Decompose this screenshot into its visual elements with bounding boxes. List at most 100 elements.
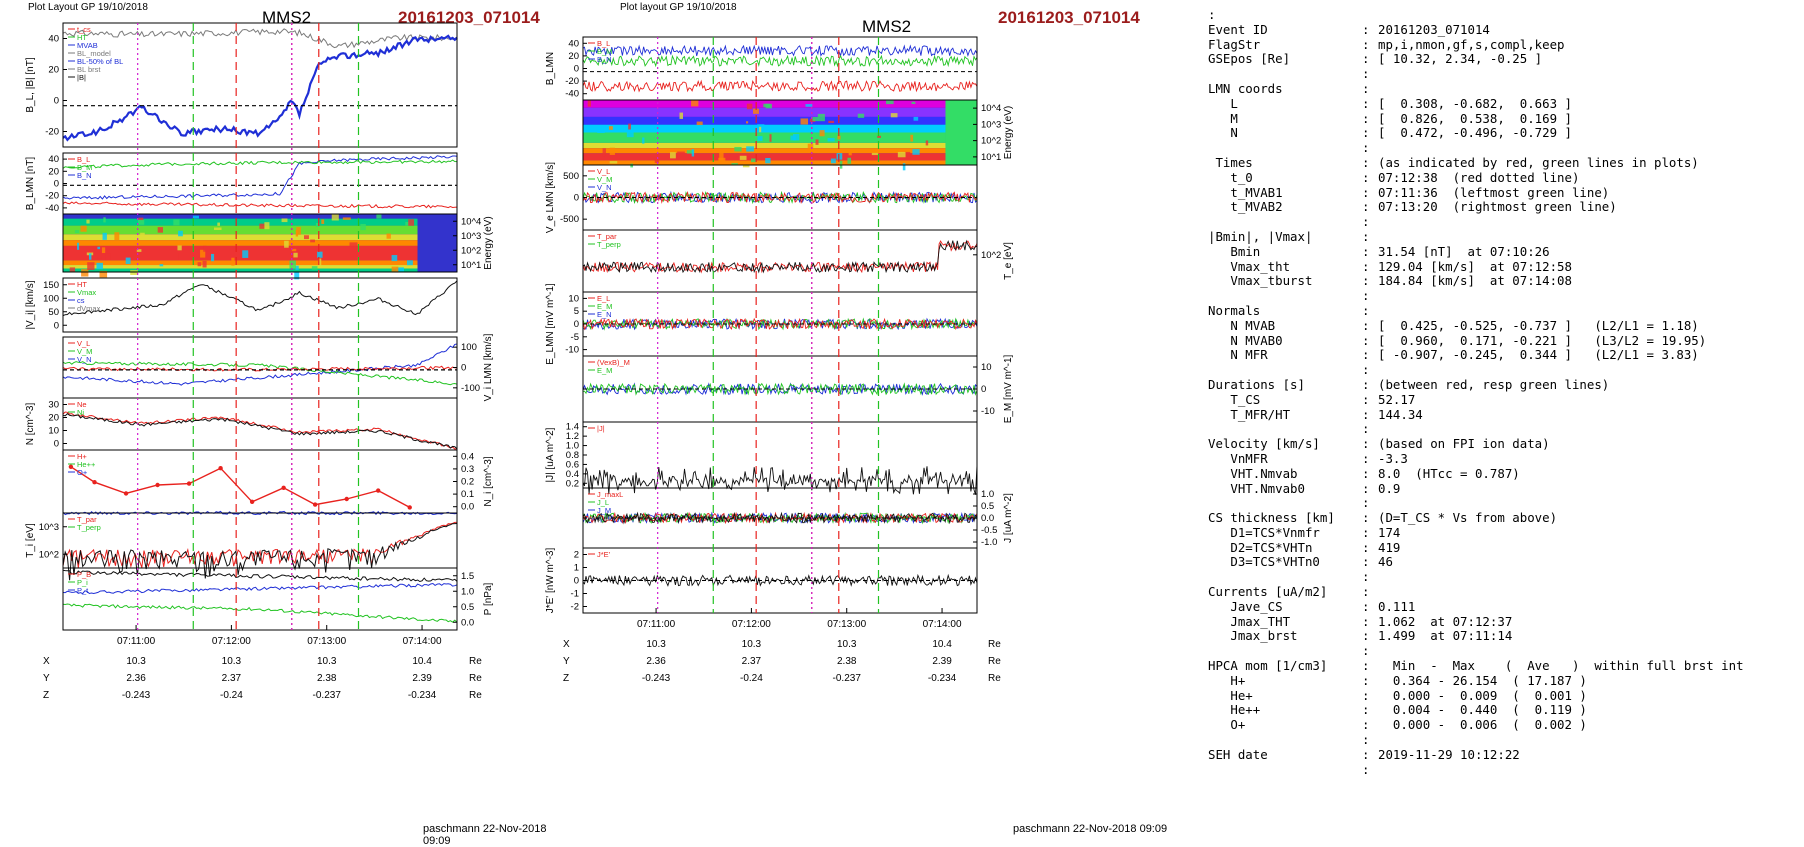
panel-1: 40 20 0-20 -40 B_LMN B_LB_MB_N <box>545 36 978 101</box>
heatmap-speck <box>264 222 270 230</box>
position-unit: Re <box>988 639 1001 650</box>
heatmap-speck <box>125 257 131 264</box>
legend-label: Ni <box>77 408 84 417</box>
panel-2: 10^4 10^3 10^2 10^1 Energy (eV) <box>582 99 1014 171</box>
info-separator: : <box>1362 228 1370 244</box>
y-tick-label: 10^4 <box>981 103 1001 114</box>
heatmap-speck <box>178 252 182 260</box>
info-separator: : <box>1362 554 1370 570</box>
heatmap-speck <box>101 247 106 254</box>
panel-frame <box>62 22 458 148</box>
legend-label: E_M <box>597 302 612 311</box>
info-line: N: [ 0.472, -0.496, -0.729 ] <box>1208 126 1798 141</box>
heatmap-speck <box>742 164 750 168</box>
heatmap-speck <box>718 157 726 164</box>
panel-7: 1.41.21.00.80.60.40.2 |J| [uA m^-2] |J| <box>545 421 978 495</box>
info-value: Min - Max ( Ave ) within full brst int <box>1378 658 1744 674</box>
info-key: N MFR <box>1208 348 1268 363</box>
heatmap-speck <box>284 240 289 248</box>
info-separator: : <box>1362 154 1370 170</box>
position-value: 10.3 <box>317 656 337 667</box>
heatmap-band <box>63 245 418 261</box>
info-key <box>1208 733 1362 748</box>
heatmap-speck <box>910 134 914 142</box>
info-key: GSEpos [Re] <box>1208 52 1291 67</box>
y-tick-label: 20 <box>48 413 59 424</box>
series-line <box>582 54 978 68</box>
heatmap-speck <box>679 112 684 119</box>
heatmap-speck <box>315 222 320 227</box>
info-key: Normals <box>1208 303 1261 318</box>
info-line: Vmax_tht:129.04 [km/s] at 07:12:58 <box>1208 258 1798 275</box>
info-line: M: [ 0.826, 0.538, 0.169 ] <box>1208 111 1798 127</box>
y-axis-label: B_LMN <box>545 52 556 85</box>
info-key: N MVAB <box>1208 318 1276 333</box>
info-line: Jmax_THT:1.062 at 07:12:37 <box>1208 613 1798 630</box>
info-value: [ 0.425, -0.525, -0.737 ] (L2/L1 = 1.18) <box>1378 317 1699 333</box>
info-value: [ 0.308, -0.682, 0.663 ] <box>1378 95 1572 111</box>
legend-label: P_B <box>77 570 91 579</box>
info-value: (D=T_CS * Vs from above) <box>1378 510 1558 526</box>
y-tick-label: 10^1 <box>461 260 481 271</box>
series-line <box>62 201 458 209</box>
heatmap-band <box>583 116 946 125</box>
legend-label: BL brst <box>77 65 101 74</box>
data-point <box>312 502 318 507</box>
heatmap-speck <box>815 139 819 145</box>
info-separator: : <box>1362 702 1370 718</box>
heatmap-speck <box>105 253 111 261</box>
info-separator: : <box>1362 495 1370 511</box>
info-value: 0.004 - 0.440 ( 0.119 ) <box>1378 702 1587 718</box>
heatmap-speck <box>103 217 106 223</box>
info-line: |Bmin|, |Vmax|: <box>1208 228 1798 245</box>
heatmap-speck <box>609 161 618 164</box>
legend-label: O+ <box>77 468 88 477</box>
heatmap-speck <box>376 214 382 219</box>
info-separator: : <box>1362 643 1370 659</box>
y-tick-label: -10 <box>981 406 995 417</box>
position-value: -0.237 <box>313 690 342 701</box>
legend-label: V_M <box>77 347 92 356</box>
info-line: : <box>1208 66 1798 82</box>
y-tick-label: -40 <box>565 89 579 100</box>
info-key <box>1208 763 1362 778</box>
y-tick-label: 10^3 <box>461 231 481 242</box>
y-axis-label: E_LMN [mV m^-1] <box>545 283 556 365</box>
info-line: FlagStr: mp,i,nmon,gf,s,compl,keep <box>1208 37 1798 53</box>
info-line: : <box>1208 422 1798 437</box>
position-value: -0.243 <box>122 690 151 701</box>
heatmap-speck <box>911 101 916 104</box>
y-tick-label: -1 <box>571 589 579 600</box>
x-tick-label: 07:11:00 <box>637 619 676 630</box>
legend-label: dVmax <box>77 304 101 313</box>
heatmap-speck <box>793 133 800 141</box>
info-line: Jave_CS:0.111 <box>1208 599 1798 615</box>
heatmap-speck <box>77 242 80 250</box>
series-line <box>582 44 978 58</box>
info-separator: : <box>1362 332 1370 348</box>
panel-6: 10 0 -10 E_M [mV m^-1] (VexB)_ME_M <box>582 354 1014 423</box>
heatmap-speck <box>769 134 772 142</box>
series-line <box>62 159 458 169</box>
heatmap-speck <box>203 245 207 252</box>
info-value: 1.062 at 07:12:37 <box>1378 613 1513 629</box>
info-separator: : <box>1362 169 1370 185</box>
footer-author: paschmann 22-Nov-2018 09:09 <box>1013 823 1168 835</box>
y-axis-label: B_L, |B| [nT] <box>25 57 36 112</box>
panel-3: 500 0 -500 V_e LMN [km/s] V_LV_MV_N <box>545 162 978 233</box>
series-line <box>582 465 978 495</box>
heatmap-band <box>63 240 418 246</box>
heatmap-speck <box>669 152 676 159</box>
heatmap-speck <box>342 217 351 220</box>
heatmap-speck <box>391 255 398 262</box>
y-tick-label: 0 <box>54 96 59 107</box>
info-value: 0.000 - 0.006 ( 0.002 ) <box>1378 717 1587 733</box>
info-line: O+: 0.000 - 0.006 ( 0.002 ) <box>1208 717 1798 733</box>
heatmap-speck <box>318 258 322 266</box>
series-line <box>582 382 978 396</box>
legend-label: B_M <box>597 47 612 56</box>
info-value: 129.04 [km/s] at 07:12:58 <box>1378 258 1572 274</box>
info-key: N MVAB0 <box>1208 333 1283 348</box>
